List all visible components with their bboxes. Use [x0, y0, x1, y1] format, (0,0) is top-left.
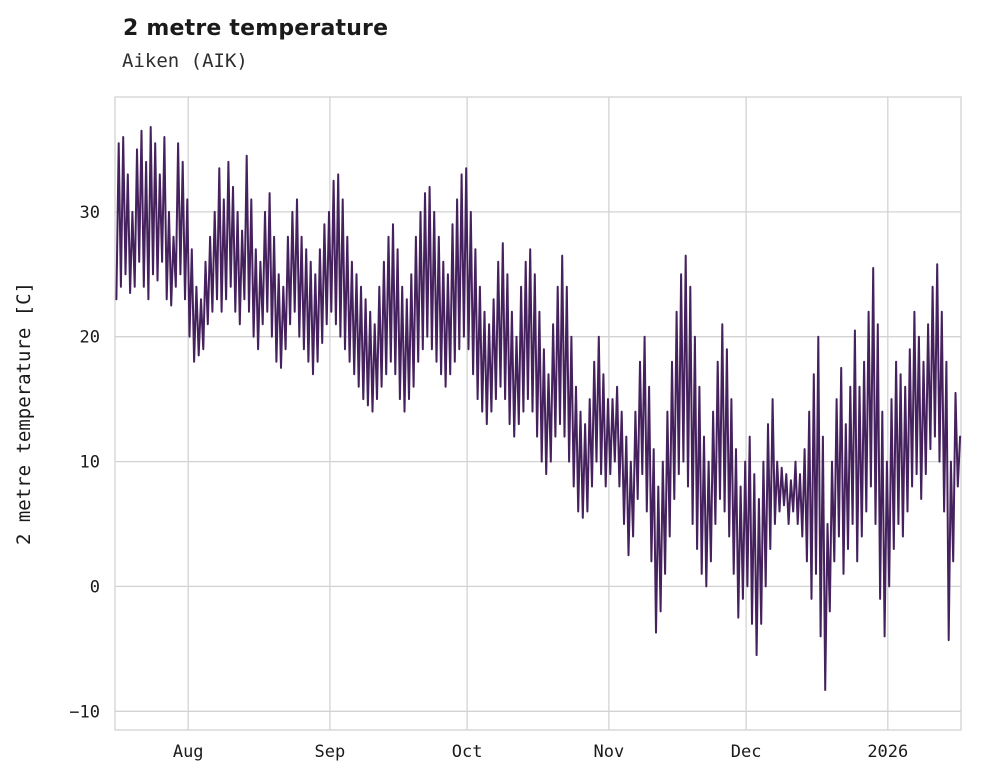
- y-tick-label: 30: [80, 203, 100, 223]
- chart-title: 2 metre temperature: [123, 16, 389, 41]
- temperature-line: [115, 126, 962, 691]
- y-tick-label: 0: [90, 577, 100, 597]
- x-tick-label: 2026: [867, 742, 908, 762]
- chart-subtitle: Aiken (AIK): [122, 50, 248, 72]
- x-tick-label: Oct: [452, 742, 483, 762]
- x-tick-label: Nov: [594, 742, 625, 762]
- x-tick-label: Sep: [315, 742, 346, 762]
- y-axis-label: 2 metre temperature [C]: [13, 282, 35, 545]
- x-tick-label: Dec: [731, 742, 762, 762]
- y-tick-label: 20: [80, 328, 100, 348]
- y-tick-label: 10: [80, 453, 100, 473]
- y-tick-label: −10: [69, 702, 100, 722]
- x-tick-label: Aug: [173, 742, 204, 762]
